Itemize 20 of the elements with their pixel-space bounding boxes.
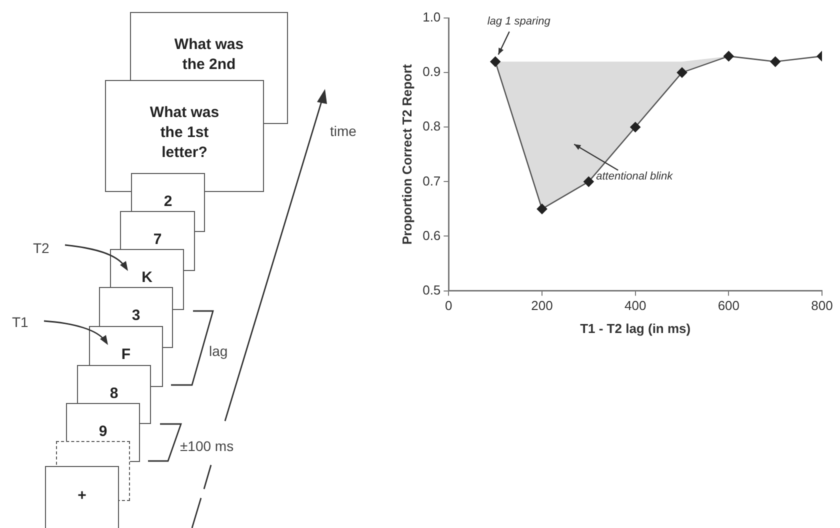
text: ±100 ms	[180, 438, 234, 454]
text: lag	[209, 343, 228, 359]
text: T2	[33, 240, 50, 256]
x-tick-label: 600	[718, 298, 740, 314]
x-tick-label: 400	[624, 298, 646, 314]
x-axis-title: T1 - T2 lag (in ms)	[580, 320, 691, 336]
y-tick-label: 1.0	[422, 10, 441, 25]
y-tick-label: 0.8	[422, 118, 441, 134]
x-tick-label: 800	[811, 298, 833, 314]
x-tick-label: 200	[531, 298, 553, 314]
y-tick-label: 0.9	[422, 64, 441, 80]
y-axis-title: Proportion Correct T2 Report	[399, 63, 414, 245]
y-tick-label: 0.6	[422, 228, 441, 243]
text: time	[330, 123, 356, 139]
y-tick-label: 0.5	[422, 282, 441, 298]
annotation: attentional blink	[596, 170, 674, 182]
x-tick-label: 0	[445, 298, 452, 314]
text: T1	[12, 314, 28, 330]
y-tick-label: 0.7	[422, 173, 441, 188]
annotation: lag 1 sparing	[487, 16, 552, 28]
